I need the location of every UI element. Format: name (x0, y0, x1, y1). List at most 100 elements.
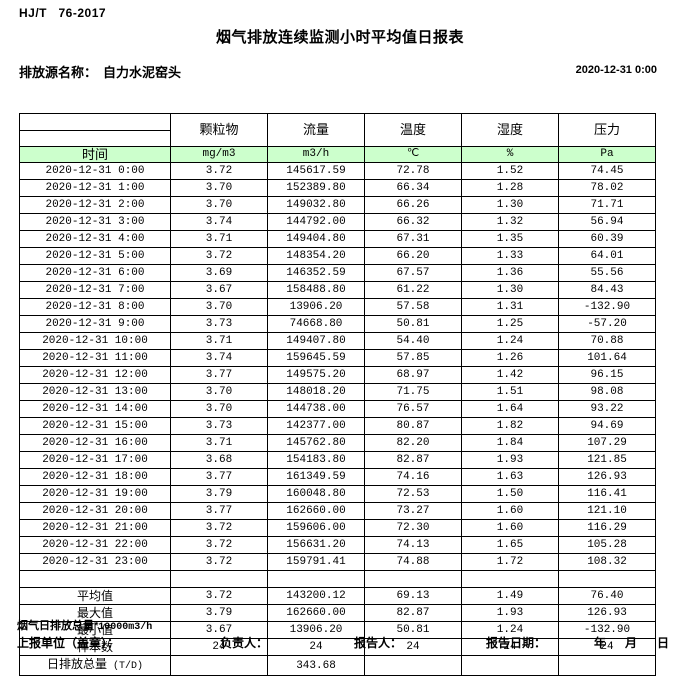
cell-value: 156631.20 (267, 536, 365, 554)
table-row: 2020-12-31 4:00 3.71 149404.80 67.31 1.35 60.… (19, 230, 656, 248)
cell-value: 1.63 (461, 468, 559, 486)
cell-value: 159791.41 (267, 553, 365, 571)
cell-time: 2020-12-31 11:00 (19, 349, 171, 367)
cell-time: 2020-12-31 8:00 (19, 298, 171, 316)
header-unit-2: ℃ (364, 146, 462, 163)
summary-row: 样本数 24 24 24 24 24 (19, 638, 656, 656)
table-row: 2020-12-31 13:00 3.70 148018.20 71.75 1.51 98… (19, 383, 656, 401)
cell-value: 3.74 (170, 213, 268, 231)
summary-row: 最大值 3.79 162660.00 82.87 1.93 126.93 (19, 604, 656, 622)
cell-value: 1.52 (461, 162, 559, 180)
cell-value: 144738.00 (267, 400, 365, 418)
cell-time: 2020-12-31 9:00 (19, 315, 171, 333)
table-row: 2020-12-31 18:00 3.77 161349.59 74.16 1.63 12… (19, 468, 656, 486)
cell-value: 3.79 (170, 485, 268, 503)
cell-value: 50.81 (364, 315, 462, 333)
summary-value: 3.72 (170, 587, 268, 605)
summary-label-text: 日排放总量 (46, 657, 107, 671)
cell-value: 1.28 (461, 179, 559, 197)
cell-time: 2020-12-31 22:00 (19, 536, 171, 554)
cell-value: 1.72 (461, 553, 559, 571)
cell-time: 2020-12-31 1:00 (19, 179, 171, 197)
cell-value: 1.84 (461, 434, 559, 452)
cell-value: 3.67 (170, 281, 268, 299)
reporting-unit-label: 上报单位（盖章）： (17, 636, 120, 650)
cell-value: 1.42 (461, 366, 559, 384)
table-row: 2020-12-31 14:00 3.70 144738.00 76.57 1.64 93… (19, 400, 656, 418)
report-date-label: 报告日期： (486, 636, 547, 650)
cell-value: -57.20 (558, 315, 656, 333)
source-name-value: 自力水泥窑头 (103, 65, 182, 80)
cell-value: 98.08 (558, 383, 656, 401)
header-unit-1: m3/h (267, 146, 365, 163)
hourly-average-table: 颗粒物 流量 温度 湿度 压力 时间 mg/m3 m3/h ℃ % Pa 202… (19, 113, 656, 676)
cell-value: 3.73 (170, 315, 268, 333)
summary-value (558, 655, 656, 676)
cell-value: 3.70 (170, 196, 268, 214)
cell-value: 94.69 (558, 417, 656, 435)
cell-value: 159645.59 (267, 349, 365, 367)
summary-label-text: 平均值 (76, 589, 113, 603)
cell-value: 148018.20 (267, 383, 365, 401)
cell-value: 158488.80 (267, 281, 365, 299)
cell-value: 3.72 (170, 247, 268, 265)
footnote-text: 烟气日排放总量* (17, 620, 99, 632)
reporter-label: 报告人： (354, 636, 403, 650)
cell-value: 3.71 (170, 230, 268, 248)
cell-value: 1.82 (461, 417, 559, 435)
header-corner-blank (19, 113, 171, 147)
cell-value: 3.77 (170, 468, 268, 486)
cell-value: 1.64 (461, 400, 559, 418)
summary-label: 平均值 (19, 587, 171, 605)
cell-value: 149404.80 (267, 230, 365, 248)
cell-value: 74.16 (364, 468, 462, 486)
cell-value: 3.68 (170, 451, 268, 469)
table-row: 2020-12-31 3:00 3.74 144792.00 66.32 1.32 56.… (19, 213, 656, 231)
cell-value: 78.02 (558, 179, 656, 197)
cell-value: 60.39 (558, 230, 656, 248)
cell-value: 3.70 (170, 298, 268, 316)
cell-value: 149032.80 (267, 196, 365, 214)
cell-time: 2020-12-31 18:00 (19, 468, 171, 486)
cell-value: 149575.20 (267, 366, 365, 384)
table-row: 2020-12-31 6:00 3.69 146352.59 67.57 1.36 55.… (19, 264, 656, 282)
summary-value: 162660.00 (267, 604, 365, 622)
cell-value: 66.26 (364, 196, 462, 214)
cell-value: 1.93 (461, 451, 559, 469)
table-row: 2020-12-31 22:00 3.72 156631.20 74.13 1.65 10… (19, 536, 656, 554)
cell-value: 3.73 (170, 417, 268, 435)
cell-value: 145762.80 (267, 434, 365, 452)
header-param-3: 湿度 (461, 113, 559, 147)
chief-label: 负责人： (220, 636, 269, 650)
cell-value: 54.40 (364, 332, 462, 350)
cell-value: 74.45 (558, 162, 656, 180)
header-param-2: 温度 (364, 113, 462, 147)
cell-value: 56.94 (558, 213, 656, 231)
header-unit-0: mg/m3 (170, 146, 268, 163)
summary-value (364, 655, 462, 676)
cell-value: 3.70 (170, 179, 268, 197)
summary-value: 24 (267, 638, 365, 656)
summary-label: 日排放总量 (T/D) (19, 655, 171, 676)
summary-label-text: 样本数 (76, 640, 113, 654)
cell-value: 74.13 (364, 536, 462, 554)
cell-value: 1.25 (461, 315, 559, 333)
cell-value: 93.22 (558, 400, 656, 418)
cell-time: 2020-12-31 7:00 (19, 281, 171, 299)
summary-value: 24 (558, 638, 656, 656)
cell-value: 1.32 (461, 213, 559, 231)
cell-value: 121.10 (558, 502, 656, 520)
cell-time: 2020-12-31 13:00 (19, 383, 171, 401)
cell-value: 1.60 (461, 519, 559, 537)
header-param-0: 颗粒物 (170, 113, 268, 147)
summary-value: 13906.20 (267, 621, 365, 639)
cell-time: 2020-12-31 5:00 (19, 247, 171, 265)
cell-time: 2020-12-31 14:00 (19, 400, 171, 418)
cell-value: 3.72 (170, 536, 268, 554)
cell-value: 162660.00 (267, 502, 365, 520)
summary-value: -132.90 (558, 621, 656, 639)
cell-value: 3.71 (170, 434, 268, 452)
table-row: 2020-12-31 16:00 3.71 145762.80 82.20 1.84 10… (19, 434, 656, 452)
summary-value: 1.93 (461, 604, 559, 622)
spacer-cell (170, 570, 268, 588)
